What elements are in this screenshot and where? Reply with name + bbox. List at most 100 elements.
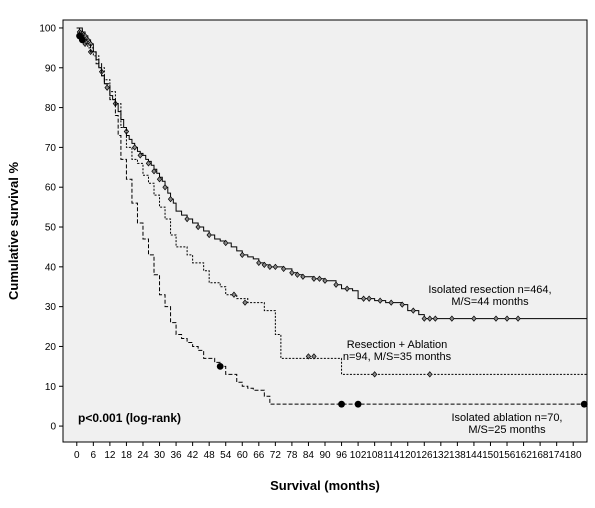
x-tick-label: 72 [270,450,282,461]
censor-mark [377,297,383,304]
y-tick-label: 10 [45,382,57,393]
y-tick-label: 60 [45,183,57,194]
x-tick-label: 60 [237,450,249,461]
censor-mark [471,315,477,322]
y-tick-label: 50 [45,223,57,234]
censor-mark [231,291,237,298]
x-tick-label: 18 [121,450,133,461]
x-tick-label: 168 [532,450,549,461]
censor-mark [289,269,295,276]
censor-mark [493,315,499,322]
x-tick-label: 120 [399,450,416,461]
censor-mark [216,362,224,370]
y-axis-title: Cumulative survival % [6,162,21,300]
x-tick-label: 90 [319,450,331,461]
censor-mark [338,400,345,408]
censor-mark [344,285,350,292]
y-tick-label: 20 [45,342,57,353]
series-label: M/S=44 months [451,296,529,308]
censor-mark [311,275,317,282]
censor-mark [354,400,362,408]
x-tick-label: 102 [350,450,367,461]
censor-mark [300,273,306,280]
y-axis: 0 10 20 30 40 50 60 70 80 90 100 [39,23,63,433]
series-isolated-ablation [76,27,588,408]
censor-mark [162,184,168,191]
censor-mark [410,307,416,314]
censor-mark [305,353,312,360]
survival-line [76,27,587,375]
y-tick-label: 90 [45,63,57,74]
series-labels: Isolated resection n=464,M/S=44 months Re… [343,284,563,436]
series-isolated-resection [76,27,587,322]
x-tick-label: 174 [548,450,565,461]
censor-mark [145,160,152,167]
x-tick-label: 6 [91,450,97,461]
p-value-annotation: p<0.001 (log-rank) [78,411,181,425]
series-label: Isolated ablation n=70, [451,412,562,424]
censor-mark [421,315,427,322]
censor-mark [316,275,323,282]
censor-mark [256,259,262,266]
y-tick-label: 70 [45,143,57,154]
x-tick-label: 138 [449,450,466,461]
x-tick-label: 144 [466,450,483,461]
y-tick-label: 40 [45,262,57,273]
censor-mark [223,239,229,247]
censor-mark [427,371,433,378]
censor-mark [504,315,510,322]
x-tick-label: 180 [565,450,582,461]
censor-mark [311,353,317,360]
survival-curves [76,27,588,408]
censor-mark [242,299,248,306]
x-tick-label: 156 [499,450,516,461]
x-axis: 0 6 12 18 24 30 36 42 48 54 60 66 72 78 84 90 96 102 108 11… [74,442,582,461]
censor-mark [195,223,201,231]
y-tick-label: 80 [45,103,57,114]
x-tick-label: 12 [104,450,116,461]
censor-mark [399,301,405,308]
x-tick-label: 114 [383,450,399,461]
plot-area [62,19,588,443]
censor-mark [449,315,455,322]
series-label: Resection + Ablation [347,339,448,351]
censor-mark [515,315,521,322]
x-tick-label: 42 [187,450,199,461]
x-tick-label: 78 [286,450,298,461]
censor-mark [432,315,438,322]
censor-mark [184,215,190,223]
censor-mark [104,84,110,91]
censor-mark [371,371,378,378]
censor-mark [360,295,367,302]
x-tick-label: 132 [432,450,449,461]
x-tick-label: 36 [171,450,183,461]
survival-line [76,27,587,405]
censor-mark [333,281,339,288]
censor-mark [388,299,394,306]
censor-mark [151,168,157,175]
y-tick-label: 30 [45,302,57,313]
x-tick-label: 150 [482,450,499,461]
censor-mark [167,196,174,203]
x-tick-label: 24 [137,450,149,461]
censor-mark [132,144,138,151]
x-tick-label: 126 [416,450,433,461]
series-label: Isolated resection n=464, [428,284,551,296]
x-tick-label: 54 [220,450,232,461]
censor-mark [261,261,267,268]
censor-mark [267,263,273,270]
series-label: M/S=25 months [468,424,546,436]
censor-mark [427,315,433,322]
censor-mark [366,295,372,302]
censor-mark [580,400,588,408]
series-label: n=94, M/S=35 months [343,351,452,363]
censor-mark [322,277,328,284]
y-tick-label: 100 [39,23,56,34]
censor-mark [206,231,212,239]
censor-mark [137,152,143,159]
censor-mark [239,251,245,259]
censor-mark [280,265,287,272]
x-axis-title: Survival (months) [270,478,380,493]
x-tick-label: 84 [303,450,315,461]
